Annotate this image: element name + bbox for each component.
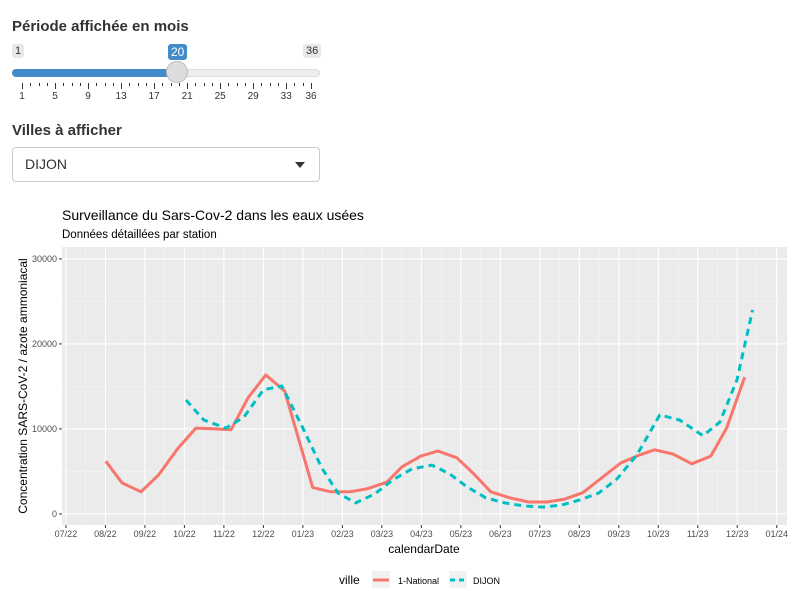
x-tick-label: 07/22 <box>55 529 78 539</box>
slider-tick <box>253 83 255 89</box>
slider-tick <box>170 83 172 86</box>
slider-max-label: 36 <box>303 44 322 58</box>
x-tick-label: 01/24 <box>765 529 788 539</box>
legend-label-dijon: DIJON <box>473 576 500 586</box>
slider-tick <box>294 83 296 86</box>
slider-tick <box>96 83 98 86</box>
x-tick-label: 11/23 <box>687 529 709 539</box>
legend: ville 1-National DIJON <box>339 571 500 588</box>
slider-tick <box>302 83 304 86</box>
plot-panel <box>62 247 787 525</box>
slider-tick <box>112 83 114 86</box>
slider-tick-label: 1 <box>19 91 25 102</box>
slider-tick <box>311 83 312 89</box>
slider-tick <box>145 83 147 86</box>
chevron-down-icon <box>295 162 305 168</box>
slider-tick-label: 13 <box>115 91 127 102</box>
legend-label-national: 1-National <box>398 576 439 586</box>
slider-tick <box>63 83 65 86</box>
slider-tick <box>46 83 48 86</box>
slider-tick <box>236 83 238 86</box>
slider-tick-label: 29 <box>247 91 259 102</box>
slider-tick <box>55 83 57 89</box>
x-tick-label: 12/23 <box>726 529 749 539</box>
slider-tick <box>104 83 106 86</box>
slider-tick-label: 33 <box>280 91 292 102</box>
slider-fill <box>12 69 178 77</box>
x-tick-label: 05/23 <box>450 529 473 539</box>
slider-value-label: 20 <box>168 44 188 60</box>
x-axis-title: calendarDate <box>388 542 460 556</box>
slider-tick <box>220 83 222 89</box>
series-line-dijon <box>184 309 755 509</box>
legend-key-bg <box>449 571 467 588</box>
chart-title: Surveillance du Sars-Cov-2 dans les eaux… <box>62 207 364 223</box>
slider-tick-label: 25 <box>214 91 226 102</box>
slider-tick-label: 5 <box>52 91 58 102</box>
x-tick-label: 09/23 <box>608 529 631 539</box>
slider-tick-label: 36 <box>305 91 317 102</box>
y-tick-label: 0 <box>52 509 57 519</box>
cities-label: Villes à afficher <box>12 122 122 139</box>
slider-tick <box>195 83 197 86</box>
period-slider-label: Période affichée en mois <box>12 18 189 35</box>
slider-tick <box>137 83 139 86</box>
y-tick-label: 30000 <box>32 254 57 264</box>
x-tick-label: 07/23 <box>529 529 552 539</box>
x-tick-label: 02/23 <box>331 529 354 539</box>
x-tick-label: 11/22 <box>213 529 235 539</box>
slider-handle[interactable] <box>166 61 188 83</box>
slider-tick <box>269 83 271 86</box>
slider-tick <box>228 83 230 86</box>
city-select[interactable]: DIJON <box>12 147 320 182</box>
slider-tick <box>211 83 213 86</box>
series-line-national <box>104 373 747 504</box>
slider-tick <box>187 83 189 89</box>
x-tick-label: 01/23 <box>292 529 315 539</box>
slider-tick-label: 21 <box>181 91 193 102</box>
slider-tick <box>244 83 246 86</box>
slider-tick <box>162 83 164 86</box>
x-tick-label: 08/23 <box>568 529 591 539</box>
slider-tick <box>71 83 73 86</box>
x-tick-label: 06/23 <box>489 529 512 539</box>
slider-tick <box>22 83 23 89</box>
y-tick-label: 10000 <box>32 424 57 434</box>
x-tick-label: 10/23 <box>647 529 670 539</box>
slider-tick <box>286 83 288 89</box>
slider-tick <box>203 83 205 86</box>
slider-tick <box>129 83 131 86</box>
slider-tick <box>277 83 279 86</box>
x-tick-label: 08/22 <box>94 529 117 539</box>
slider-tick <box>121 83 123 89</box>
slider-tick <box>30 83 32 86</box>
slider-tick <box>261 83 263 86</box>
x-tick-label: 10/22 <box>173 529 196 539</box>
x-tick-label: 12/22 <box>252 529 275 539</box>
x-tick-label: 03/23 <box>371 529 394 539</box>
y-tick-label: 20000 <box>32 339 57 349</box>
slider-tick <box>88 83 90 89</box>
y-axis-title: Concentration SARS-CoV-2 / azote ammonia… <box>16 258 30 513</box>
x-tick-label: 04/23 <box>410 529 433 539</box>
legend-title: ville <box>339 573 360 587</box>
x-tick-label: 09/22 <box>134 529 157 539</box>
city-select-value: DIJON <box>25 156 67 172</box>
slider-tick <box>178 83 180 86</box>
slider-tick <box>154 83 156 89</box>
chart-subtitle: Données détaillées par station <box>62 229 217 241</box>
slider-tick <box>38 83 40 86</box>
slider-tick <box>79 83 81 86</box>
slider-tick-label: 17 <box>148 91 160 102</box>
slider-min-label: 1 <box>12 44 25 58</box>
slider-tick-label: 9 <box>85 91 91 102</box>
